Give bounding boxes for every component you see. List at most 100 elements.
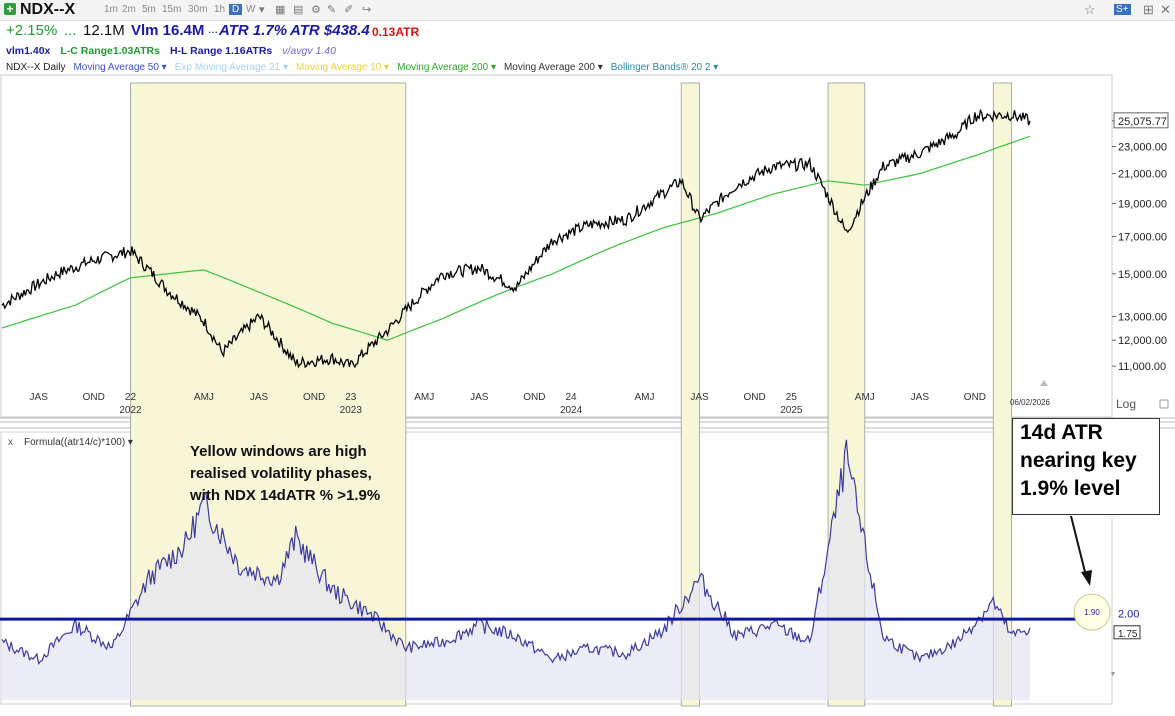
tf-15m[interactable]: 15m (162, 4, 182, 15)
callout-line: 14d ATR (1020, 421, 1103, 444)
callout-line: 1.9% level (1020, 477, 1121, 500)
lower-legend: Formula((atr14/c)*100) ▾ (24, 437, 133, 448)
level-badge-circle (1073, 593, 1111, 631)
x-year-label: 2024 (560, 405, 583, 416)
pencil-icon[interactable]: ✎ (327, 4, 337, 16)
callout-line: nearing key (1020, 449, 1137, 472)
change-pct: +2.15% (6, 22, 58, 39)
legend-item-6[interactable]: Bollinger Bands® 20 2 ▾ (610, 62, 719, 73)
note-line: Yellow windows are high (190, 443, 367, 460)
x-tick-label: 25 (786, 392, 798, 403)
scroll-up-icon[interactable] (1040, 380, 1048, 386)
indicator-icon[interactable]: ▤ (293, 4, 304, 16)
x-tick-label: 23 (345, 392, 357, 403)
settings-icon[interactable]: ⚙ (311, 4, 321, 16)
tf-30m[interactable]: 30m (188, 4, 208, 15)
price-line (1, 108, 1031, 369)
star-icon[interactable]: ☆ (1084, 2, 1096, 17)
x-year-label: 2025 (780, 405, 803, 416)
legend-item-5[interactable]: Moving Average 200 ▾ (503, 62, 603, 73)
legend-item-3[interactable]: Moving Average 10 ▾ (295, 62, 390, 73)
hl-range: H-L Range 1.16ATRs (169, 45, 273, 57)
scale-toggle[interactable] (1159, 399, 1169, 409)
lower-close-icon: x (8, 437, 13, 448)
x-year-label: 2023 (340, 405, 363, 416)
atr-area (2, 439, 1030, 700)
add-symbol-icon[interactable]: + (4, 3, 16, 15)
toolbar: + NDX--X 1m 2m 5m 15m 30m 1h D W ▾ ▦ ▤ ⚙… (0, 0, 1175, 21)
highlight-window (680, 82, 700, 707)
last-value-box (1113, 625, 1141, 640)
ticker-symbol[interactable]: NDX--X (20, 1, 76, 18)
log-scale-label: Log (1116, 397, 1136, 411)
link-icon[interactable]: S+ (1114, 4, 1131, 15)
y-tick-label: 23,000.00 (1118, 142, 1167, 154)
callout-arrow (1070, 515, 1087, 577)
x-tick-label: 24 (566, 392, 578, 403)
indicator-legend: NDX--X Daily Moving Average 50 ▾ Exp Movin… (6, 62, 726, 73)
upper-pane (0, 74, 1113, 418)
last-value-label: 1.75 (1118, 629, 1138, 640)
y-tick-label: 21,000.00 (1118, 169, 1167, 181)
scroll-down-icon[interactable] (1111, 672, 1115, 676)
x-tick-label: JAS (911, 392, 930, 403)
lc-range: L-C Range1.03ATRs (60, 45, 160, 57)
legend-item-4[interactable]: Moving Average 200 ▾ (397, 62, 496, 73)
tf-2m[interactable]: 2m (122, 4, 136, 15)
x-tick-label: JAS (470, 392, 489, 403)
yellow-note: Yellow windows are high realised volatil… (190, 441, 380, 507)
lower-y-tick: 2.00 (1118, 608, 1139, 620)
x-tick-label: OND (964, 392, 986, 403)
y-tick-label: 19,000.00 (1118, 198, 1167, 210)
x-tick-label: OND (523, 392, 545, 403)
tf-5m[interactable]: 5m (142, 4, 156, 15)
expand-icon[interactable]: ⊞ (1143, 2, 1154, 17)
x-tick-label: JAS (250, 392, 269, 403)
share-icon[interactable]: ↪ (362, 4, 372, 16)
atr-pct: ATR 1.7% (219, 22, 288, 39)
range-line: vlm1.40x L-C Range1.03ATRs H-L Range 1.16A… (6, 45, 346, 57)
eraser-icon[interactable]: ✐ (344, 4, 354, 16)
last-price-box (1113, 112, 1169, 129)
x-tick-label: AMJ (855, 392, 875, 403)
x-tick-label: JAS (690, 392, 709, 403)
y-tick-label: 11,000.00 (1118, 361, 1166, 373)
tf-daily[interactable]: D (229, 4, 243, 15)
tf-1m[interactable]: 1m (104, 4, 118, 15)
chevron-down-icon[interactable]: ▾ (259, 4, 265, 16)
legend-item-1[interactable]: Moving Average 50 ▾ (73, 62, 167, 73)
note-line: with NDX 14dATR % >1.9% (190, 487, 381, 504)
x-tick-label: OND (83, 392, 105, 403)
more-dots[interactable]: ... (64, 22, 77, 39)
more-dots-2[interactable]: ... (208, 22, 219, 36)
avgv-ratio: v/avgv 1.40 (282, 45, 336, 57)
atr-ratio: 0.13ATR (372, 25, 420, 39)
callout-box: 14d ATR nearing key 1.9% level (1012, 418, 1160, 515)
y-tick-label: 12,000.00 (1118, 335, 1167, 347)
legend-item-2[interactable]: Exp Moving Average 21 ▾ (174, 62, 288, 73)
x-tick-label: OND (303, 392, 325, 403)
y-tick-label: 15,000.00 (1118, 269, 1167, 281)
arrow-head-icon (1081, 570, 1092, 586)
x-tick-label: 22 (125, 392, 137, 403)
tf-1h[interactable]: 1h (214, 4, 226, 15)
x-tick-label: JAS (30, 392, 49, 403)
x-year-label: 2022 (119, 405, 142, 416)
atr-dollar: ATR $438.4 (290, 22, 370, 39)
y-tick-label: 17,000.00 (1118, 232, 1167, 244)
level-badge-label: 1.90 (1084, 608, 1100, 617)
lower-pane (0, 431, 1113, 705)
vlm-ratio: vlm1.40x (6, 45, 51, 57)
ma200-line (1, 135, 1031, 341)
x-tick-label: OND (744, 392, 766, 403)
chart-type-icon[interactable]: ▦ (275, 4, 286, 16)
legend-item-0[interactable]: NDX--X Daily (6, 62, 66, 73)
x-tick-label: AMJ (414, 392, 434, 403)
close-icon[interactable]: ✕ (1160, 2, 1171, 17)
x-tick-label: AMJ (635, 392, 655, 403)
y-tick-label: 13,000.00 (1118, 311, 1167, 323)
tf-weekly[interactable]: W (246, 4, 256, 15)
date-label: 06/02/2026 (1010, 398, 1051, 407)
volume-value: 12.1M (83, 22, 125, 39)
